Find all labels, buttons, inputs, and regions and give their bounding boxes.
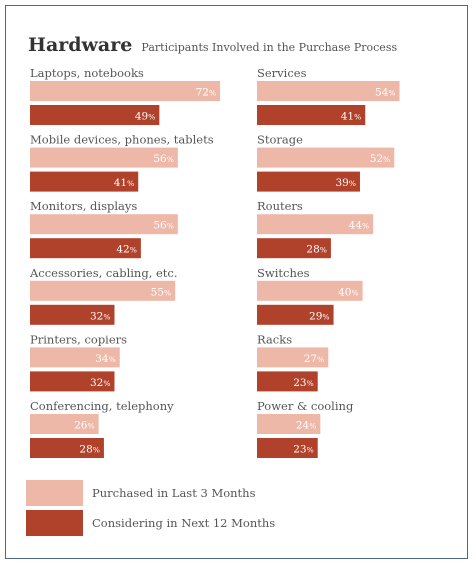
category-label-printers-copiers: Printers, copiers (30, 332, 127, 346)
bar-purchased-services (257, 81, 400, 101)
legend-label-purchased: Purchased in Last 3 Months (92, 486, 256, 500)
category-label-monitors-displays: Monitors, displays (30, 199, 137, 213)
category-label-accessories-cabling-etc: Accessories, cabling, etc. (29, 266, 178, 280)
data-label-purchased-conferencing-telephony: 26% (74, 420, 95, 432)
data-label-considering-power-cooling: 23% (293, 444, 314, 456)
data-label-considering-services: 41% (341, 111, 362, 123)
category-label-routers: Routers (257, 199, 303, 213)
data-label-purchased-laptops-notebooks: 72% (196, 87, 217, 99)
data-label-considering-mobile-devices-phones-tablets: 41% (114, 177, 135, 189)
bar-purchased-routers (257, 214, 374, 235)
data-label-considering-storage: 39% (335, 177, 356, 189)
bar-considering-laptops-notebooks (30, 105, 160, 125)
bar-purchased-printers-copiers (30, 347, 120, 368)
category-label-power-cooling: Power & cooling (257, 399, 354, 413)
data-label-purchased-power-cooling: 24% (296, 420, 317, 432)
bar-purchased-mobile-devices-phones-tablets (30, 147, 178, 168)
data-label-purchased-storage: 52% (370, 153, 391, 165)
data-label-purchased-switches: 40% (338, 286, 359, 298)
bar-purchased-laptops-notebooks (30, 81, 221, 101)
bar-purchased-switches (257, 280, 363, 301)
data-label-considering-switches: 29% (309, 310, 330, 322)
bar-considering-racks (257, 371, 318, 392)
bar-considering-mobile-devices-phones-tablets (30, 171, 139, 192)
category-label-laptops-notebooks: Laptops, notebooks (30, 66, 144, 80)
data-label-purchased-accessories-cabling-etc: 55% (151, 286, 172, 298)
data-label-purchased-services: 54% (375, 87, 396, 99)
bar-considering-printers-copiers (30, 371, 115, 392)
data-label-considering-printers-copiers: 32% (90, 377, 111, 389)
category-label-mobile-devices-phones-tablets: Mobile devices, phones, tablets (30, 133, 214, 147)
bar-considering-routers (257, 238, 331, 259)
bar-purchased-accessories-cabling-etc (30, 280, 176, 301)
legend-swatch-considering (26, 510, 83, 536)
bar-considering-storage (257, 171, 360, 192)
data-label-purchased-routers: 44% (349, 220, 370, 232)
chart-title: Hardware (28, 34, 133, 56)
data-label-purchased-printers-copiers: 34% (95, 353, 116, 365)
legend-label-considering: Considering in Next 12 Months (92, 516, 275, 530)
bar-considering-conferencing-telephony (30, 438, 104, 458)
bar-purchased-conferencing-telephony (30, 414, 99, 434)
title-row: Hardware Participants Involved in the Pu… (28, 34, 397, 56)
category-label-racks: Racks (257, 332, 292, 346)
category-label-switches: Switches (257, 266, 310, 280)
bar-purchased-storage (257, 147, 395, 168)
data-label-considering-conferencing-telephony: 28% (79, 444, 100, 456)
chart-subtitle: Participants Involved in the Purchase Pr… (141, 41, 398, 54)
bar-considering-accessories-cabling-etc (30, 304, 115, 325)
data-label-purchased-racks: 27% (304, 353, 325, 365)
data-label-considering-monitors-displays: 42% (116, 244, 137, 256)
bar-considering-switches (257, 304, 334, 325)
category-label-storage: Storage (257, 133, 303, 147)
data-label-considering-accessories-cabling-etc: 32% (90, 310, 111, 322)
data-label-purchased-mobile-devices-phones-tablets: 56% (153, 153, 174, 165)
bar-purchased-power-cooling (257, 414, 321, 434)
category-label-services: Services (257, 66, 307, 80)
bar-considering-services (257, 105, 366, 125)
bar-considering-monitors-displays (30, 238, 141, 259)
data-label-considering-routers: 28% (306, 244, 327, 256)
data-label-considering-laptops-notebooks: 49% (135, 111, 156, 123)
bar-purchased-racks (257, 347, 329, 368)
data-label-considering-racks: 23% (293, 377, 314, 389)
data-label-purchased-monitors-displays: 56% (153, 220, 174, 232)
category-label-conferencing-telephony: Conferencing, telephony (30, 399, 174, 413)
bar-purchased-monitors-displays (30, 214, 178, 235)
bar-considering-power-cooling (257, 438, 318, 458)
legend-swatch-purchased (26, 480, 83, 506)
